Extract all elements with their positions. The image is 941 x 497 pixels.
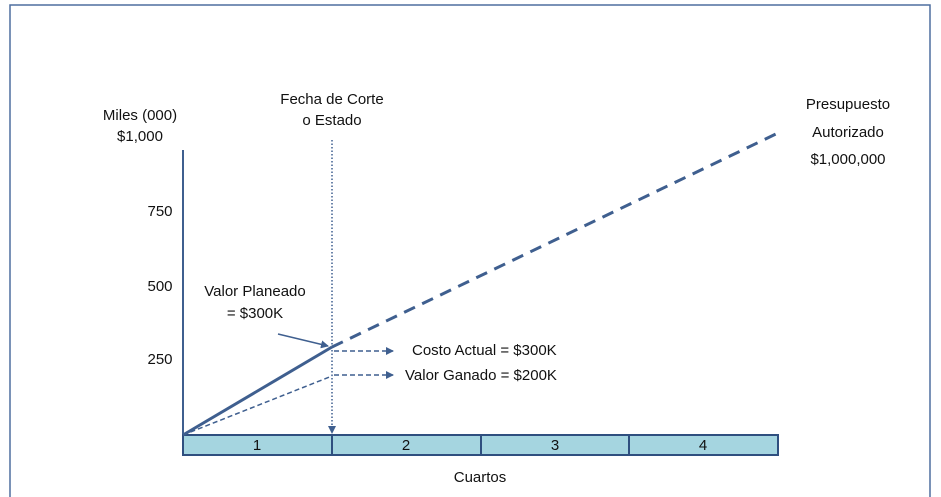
budget-label: Autorizado	[812, 124, 884, 141]
x-title: Cuartos	[454, 469, 507, 486]
ev-label: Valor Ganado = $200K	[405, 367, 557, 384]
quarter-label: 1	[253, 437, 261, 454]
y-label: $1,000	[117, 128, 163, 145]
ac-label: Costo Actual = $300K	[412, 342, 557, 359]
y-title: Miles (000)	[103, 107, 177, 124]
budget-label: Presupuesto	[806, 96, 890, 113]
pv-arrow	[277, 333, 329, 349]
frame	[9, 4, 931, 497]
y-label: 250	[147, 351, 172, 368]
quarter-label: 3	[551, 437, 559, 454]
y-label: 500	[147, 278, 172, 295]
y-label: 750	[147, 203, 172, 220]
planned-projection	[331, 131, 779, 349]
budget-label: $1,000,000	[810, 151, 885, 168]
quarter-label: 2	[402, 437, 410, 454]
quarter-label: 4	[699, 437, 707, 454]
status-label: o Estado	[302, 112, 361, 129]
planned-line	[182, 345, 333, 437]
pv-label: Valor Planeado	[204, 283, 305, 300]
pv-label: = $300K	[227, 305, 283, 322]
status-label: Fecha de Corte	[280, 91, 383, 108]
earned-line	[182, 375, 333, 436]
